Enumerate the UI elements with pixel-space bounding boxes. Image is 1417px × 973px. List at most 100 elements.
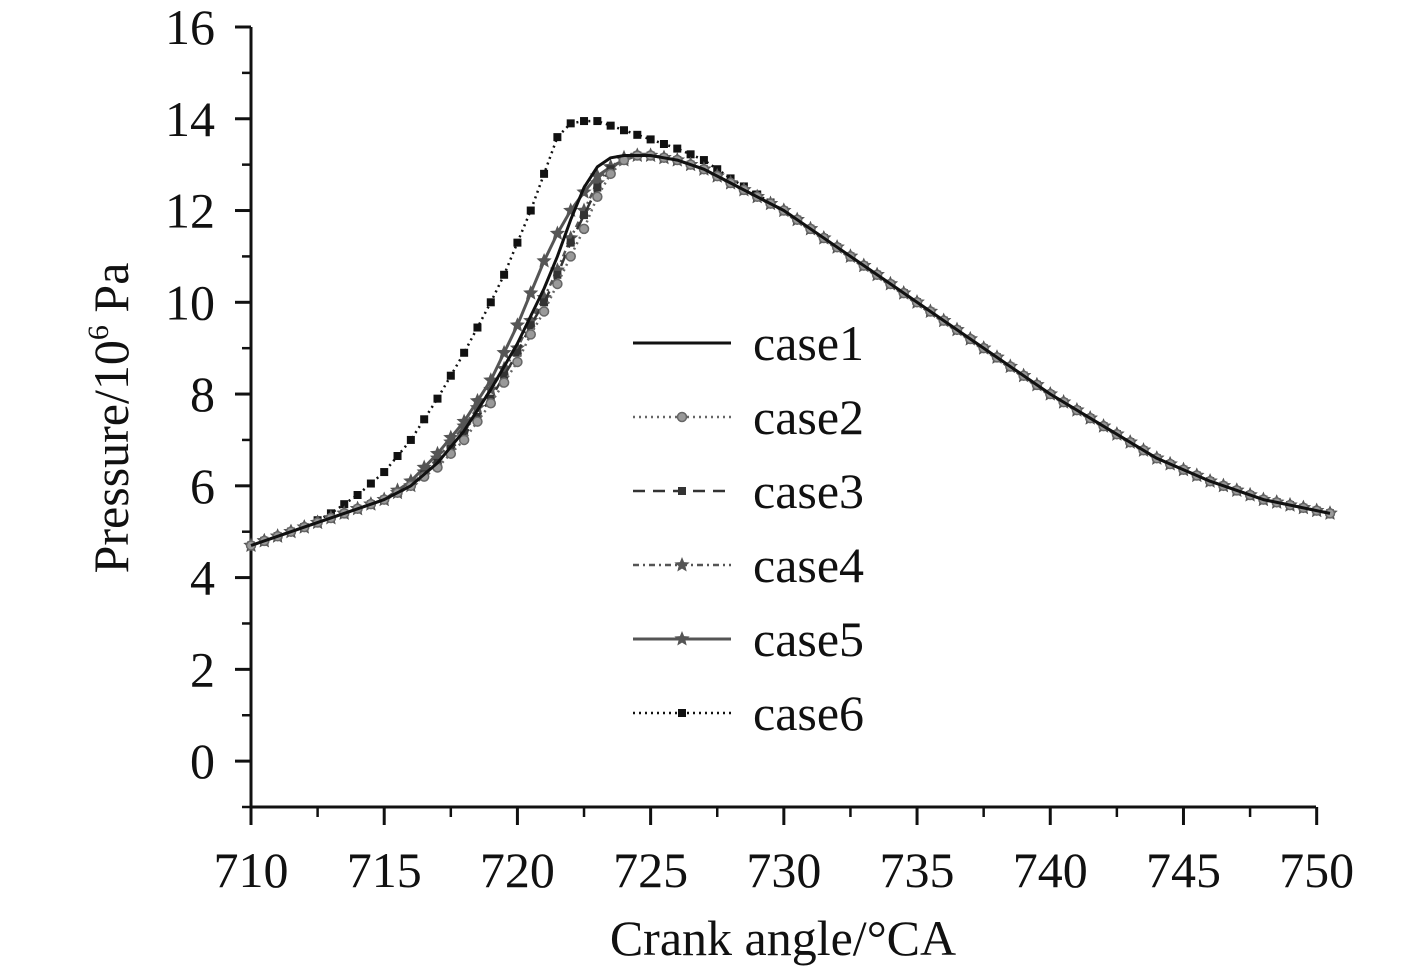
data-point-case4 bbox=[469, 399, 486, 415]
x-tick-label: 710 bbox=[214, 842, 289, 898]
data-point-case6 bbox=[406, 435, 415, 444]
data-point-case6 bbox=[646, 135, 655, 144]
data-point-case5 bbox=[523, 285, 539, 300]
legend-label: case1 bbox=[753, 315, 864, 371]
x-tick-label: 745 bbox=[1146, 842, 1221, 898]
y-tick-label: 14 bbox=[165, 91, 215, 147]
legend-label: case5 bbox=[753, 611, 864, 667]
x-tick-label: 750 bbox=[1279, 842, 1354, 898]
tick-marks: 0 2 4 6 8 10 12 14 16 710 715 720 725 730 735 740 745 750 bbox=[165, 0, 1354, 898]
data-point-case6 bbox=[686, 150, 695, 159]
data-point-case3 bbox=[553, 270, 562, 279]
data-point-case6 bbox=[619, 126, 628, 135]
y-tick-label: 10 bbox=[165, 274, 215, 330]
data-point-case6 bbox=[580, 117, 589, 126]
data-point-case2 bbox=[512, 356, 523, 368]
data-point-case2 bbox=[538, 306, 550, 317]
legend-item-case4: case4 bbox=[633, 537, 864, 593]
data-point-case3 bbox=[526, 321, 535, 330]
data-point-case2 bbox=[498, 377, 510, 388]
legend-marker bbox=[676, 411, 688, 423]
series-case1 bbox=[250, 154, 1331, 547]
data-point-case2 bbox=[485, 397, 497, 409]
data-point-case6 bbox=[633, 130, 642, 139]
data-point-case5 bbox=[496, 344, 512, 360]
y-tick-label: 6 bbox=[190, 458, 215, 514]
data-point-case2 bbox=[472, 416, 483, 427]
data-point-case5 bbox=[509, 317, 525, 332]
legend-item-case6: case6 bbox=[633, 685, 864, 741]
data-point-case6 bbox=[593, 117, 602, 126]
legend-item-case3: case3 bbox=[633, 463, 864, 519]
data-point-case3 bbox=[593, 183, 602, 192]
x-tick-label: 740 bbox=[1013, 842, 1088, 898]
data-point-case6 bbox=[340, 500, 349, 509]
data-point-case6 bbox=[513, 238, 522, 247]
data-point-case3 bbox=[513, 348, 522, 357]
data-point-case2 bbox=[552, 278, 563, 290]
data-point-case2 bbox=[592, 191, 603, 203]
y-tick-label: 4 bbox=[190, 550, 215, 606]
data-point-case6 bbox=[460, 348, 469, 357]
y-axis-title-text: Pressure/10 bbox=[83, 340, 139, 573]
data-point-case3 bbox=[500, 371, 509, 380]
data-point-case6 bbox=[433, 394, 442, 403]
x-axis-title: Crank angle/°CA bbox=[610, 910, 956, 966]
data-point-case2 bbox=[565, 251, 576, 262]
legend-item-case2: case2 bbox=[633, 389, 864, 445]
y-axis-title-unit: Pa bbox=[83, 263, 139, 326]
y-tick-label: 2 bbox=[190, 641, 215, 697]
data-point-case6 bbox=[473, 323, 482, 332]
x-tick-label: 715 bbox=[347, 842, 422, 898]
data-point-case6 bbox=[353, 491, 362, 499]
y-tick-label: 16 bbox=[165, 0, 215, 55]
data-point-case6 bbox=[606, 121, 615, 130]
legend-marker bbox=[678, 709, 686, 717]
data-point-case2 bbox=[578, 223, 590, 235]
series-line-case1 bbox=[250, 154, 1331, 547]
data-point-case6 bbox=[526, 206, 535, 215]
data-point-case3 bbox=[566, 238, 575, 247]
data-point-case2 bbox=[605, 168, 616, 180]
data-point-case6 bbox=[553, 133, 562, 142]
legend-marker bbox=[678, 487, 686, 495]
series-line-case6 bbox=[250, 119, 1331, 547]
y-tick-label: 0 bbox=[190, 733, 215, 789]
data-point-case2 bbox=[525, 329, 536, 340]
data-point-case6 bbox=[540, 169, 549, 178]
data-point-case6 bbox=[446, 371, 455, 380]
x-tick-label: 720 bbox=[480, 842, 555, 898]
y-axis-title-superscript: 6 bbox=[82, 325, 115, 340]
data-point-case6 bbox=[366, 479, 375, 488]
legend-item-case1: case1 bbox=[633, 315, 864, 371]
data-point-case3 bbox=[580, 211, 589, 220]
data-point-case6 bbox=[486, 298, 495, 307]
legend: case1 case2 case3 case4 case5 case6 bbox=[633, 315, 864, 741]
x-tick-label: 735 bbox=[880, 842, 955, 898]
legend-label: case3 bbox=[753, 463, 864, 519]
legend-label: case6 bbox=[753, 685, 864, 741]
data-point-case3 bbox=[540, 298, 549, 307]
data-point-case6 bbox=[699, 156, 708, 165]
y-tick-label: 12 bbox=[165, 183, 215, 239]
x-tick-label: 730 bbox=[746, 842, 821, 898]
legend-marker bbox=[674, 557, 690, 572]
legend-label: case2 bbox=[753, 389, 864, 445]
data-point-case6 bbox=[420, 415, 429, 424]
legend-item-case5: case5 bbox=[633, 611, 864, 667]
data-point-case5 bbox=[536, 253, 552, 268]
data-point-case6 bbox=[393, 452, 402, 460]
data-point-case6 bbox=[659, 140, 668, 148]
data-point-case6 bbox=[500, 270, 509, 279]
data-point-case6 bbox=[566, 119, 575, 128]
data-point-case5 bbox=[549, 225, 565, 240]
x-tick-label: 725 bbox=[613, 842, 688, 898]
data-point-case6 bbox=[673, 144, 682, 153]
data-point-case2 bbox=[458, 434, 470, 446]
data-point-case6 bbox=[380, 468, 389, 477]
legend-marker bbox=[674, 631, 690, 646]
y-tick-label: 8 bbox=[190, 366, 215, 422]
series-layer bbox=[243, 117, 1338, 552]
legend-label: case4 bbox=[753, 537, 864, 593]
